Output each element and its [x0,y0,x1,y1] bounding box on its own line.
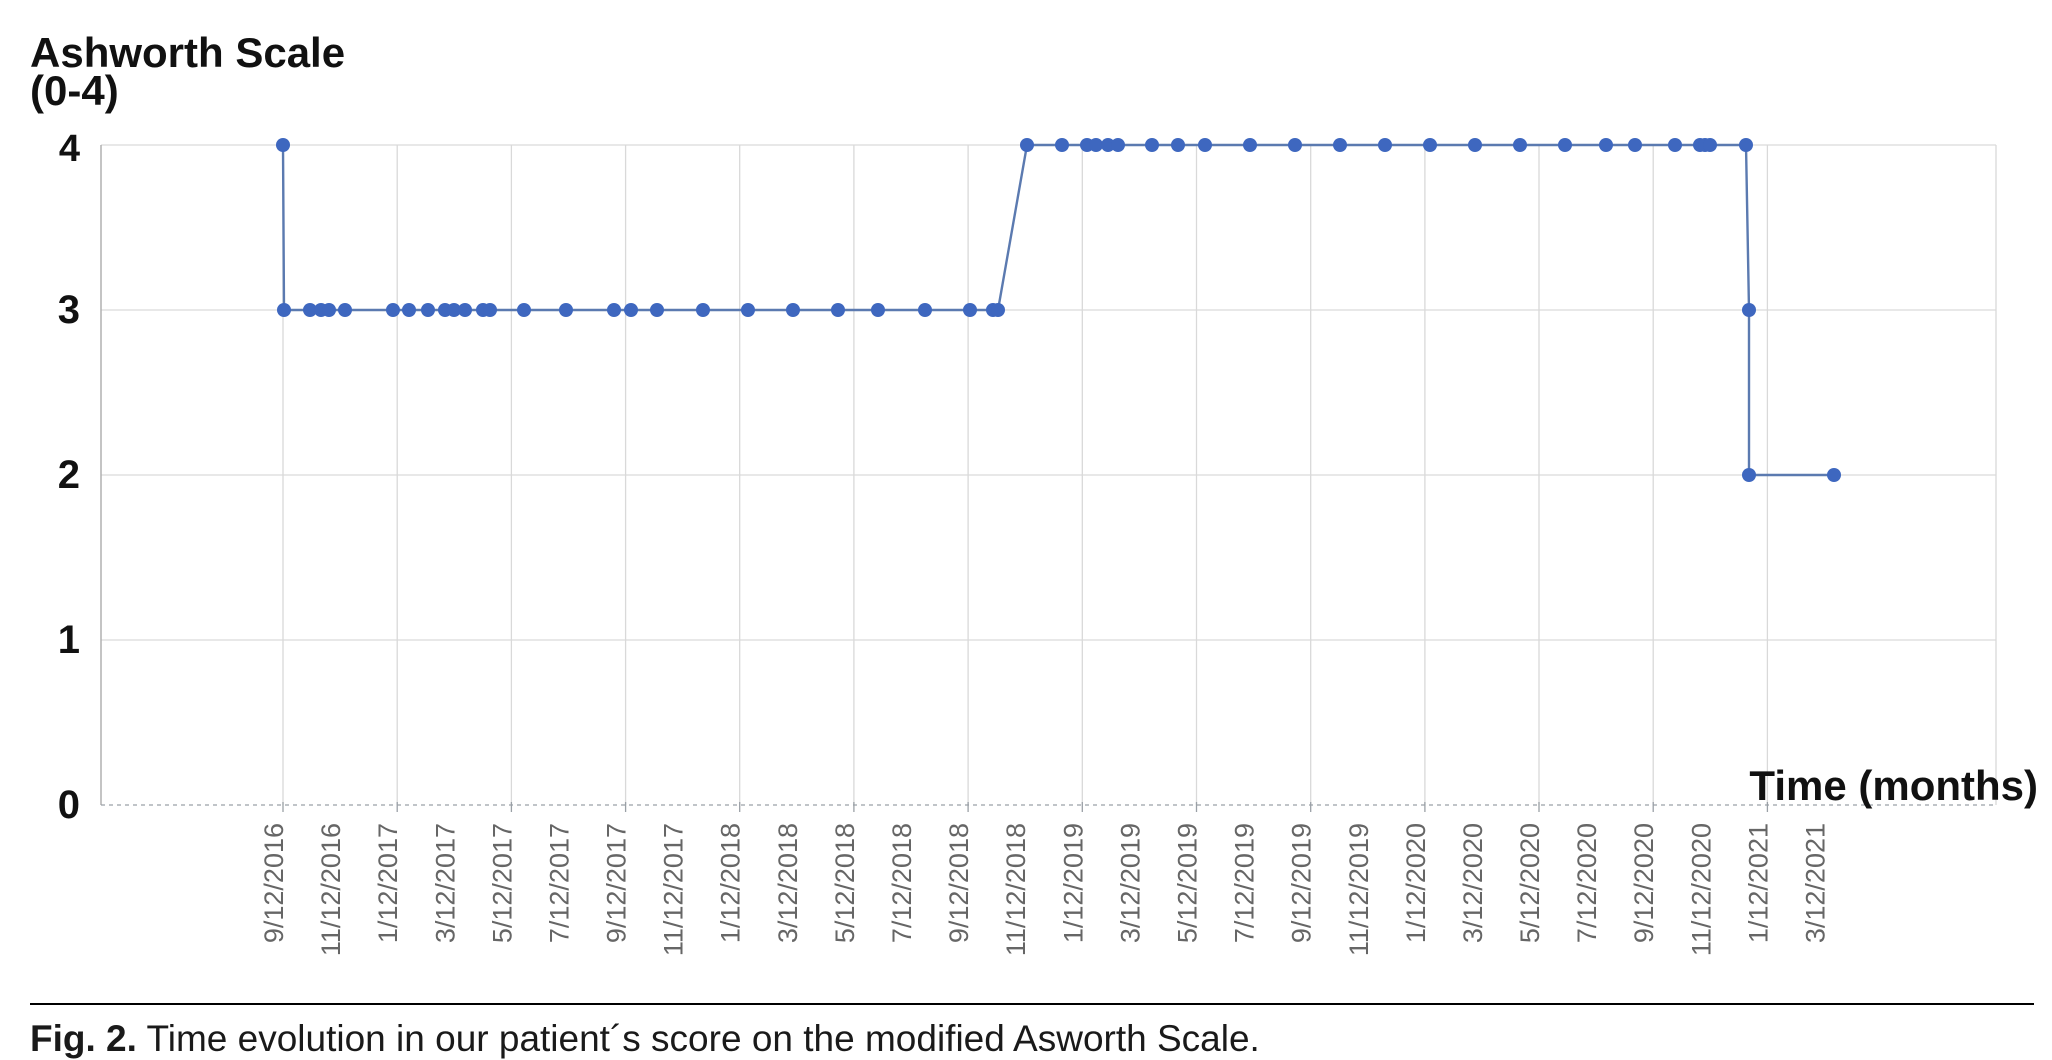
svg-text:5/12/2018: 5/12/2018 [830,823,860,943]
svg-text:1: 1 [58,618,80,662]
svg-text:7/12/2019: 7/12/2019 [1230,823,1260,943]
svg-text:7/12/2020: 7/12/2020 [1572,823,1602,943]
svg-text:9/12/2016: 9/12/2016 [259,823,289,943]
svg-text:5/12/2017: 5/12/2017 [487,823,517,943]
svg-text:9/12/2018: 9/12/2018 [944,823,974,943]
svg-text:7/12/2017: 7/12/2017 [545,823,575,943]
svg-text:11/12/2019: 11/12/2019 [1344,823,1374,956]
svg-text:0: 0 [58,783,80,827]
svg-text:1/12/2021: 1/12/2021 [1743,823,1773,943]
svg-text:3/12/2021: 3/12/2021 [1801,823,1831,943]
svg-text:5/12/2020: 5/12/2020 [1515,823,1545,943]
svg-text:9/12/2017: 9/12/2017 [602,823,632,943]
svg-text:3/12/2019: 3/12/2019 [1115,823,1145,943]
svg-text:2: 2 [58,453,80,497]
svg-text:3/12/2017: 3/12/2017 [430,823,460,943]
svg-text:11/12/2017: 11/12/2017 [659,823,689,956]
svg-text:11/12/2016: 11/12/2016 [316,823,346,956]
svg-text:5/12/2019: 5/12/2019 [1173,823,1203,943]
svg-text:4: 4 [59,128,80,170]
svg-text:Time (months): Time (months) [1749,762,2038,809]
svg-text:1/12/2019: 1/12/2019 [1058,823,1088,943]
svg-text:3/12/2018: 3/12/2018 [773,823,803,943]
svg-text:1/12/2018: 1/12/2018 [716,823,746,943]
svg-text:9/12/2020: 9/12/2020 [1629,823,1659,943]
svg-text:1/12/2017: 1/12/2017 [373,823,403,943]
svg-text:9/12/2019: 9/12/2019 [1287,823,1317,943]
svg-text:11/12/2020: 11/12/2020 [1686,823,1716,956]
svg-text:(0-4): (0-4) [30,67,119,114]
svg-text:11/12/2018: 11/12/2018 [1001,823,1031,956]
svg-text:3: 3 [58,288,80,332]
svg-text:7/12/2018: 7/12/2018 [887,823,917,943]
svg-text:3/12/2020: 3/12/2020 [1458,823,1488,943]
svg-text:1/12/2020: 1/12/2020 [1401,823,1431,943]
